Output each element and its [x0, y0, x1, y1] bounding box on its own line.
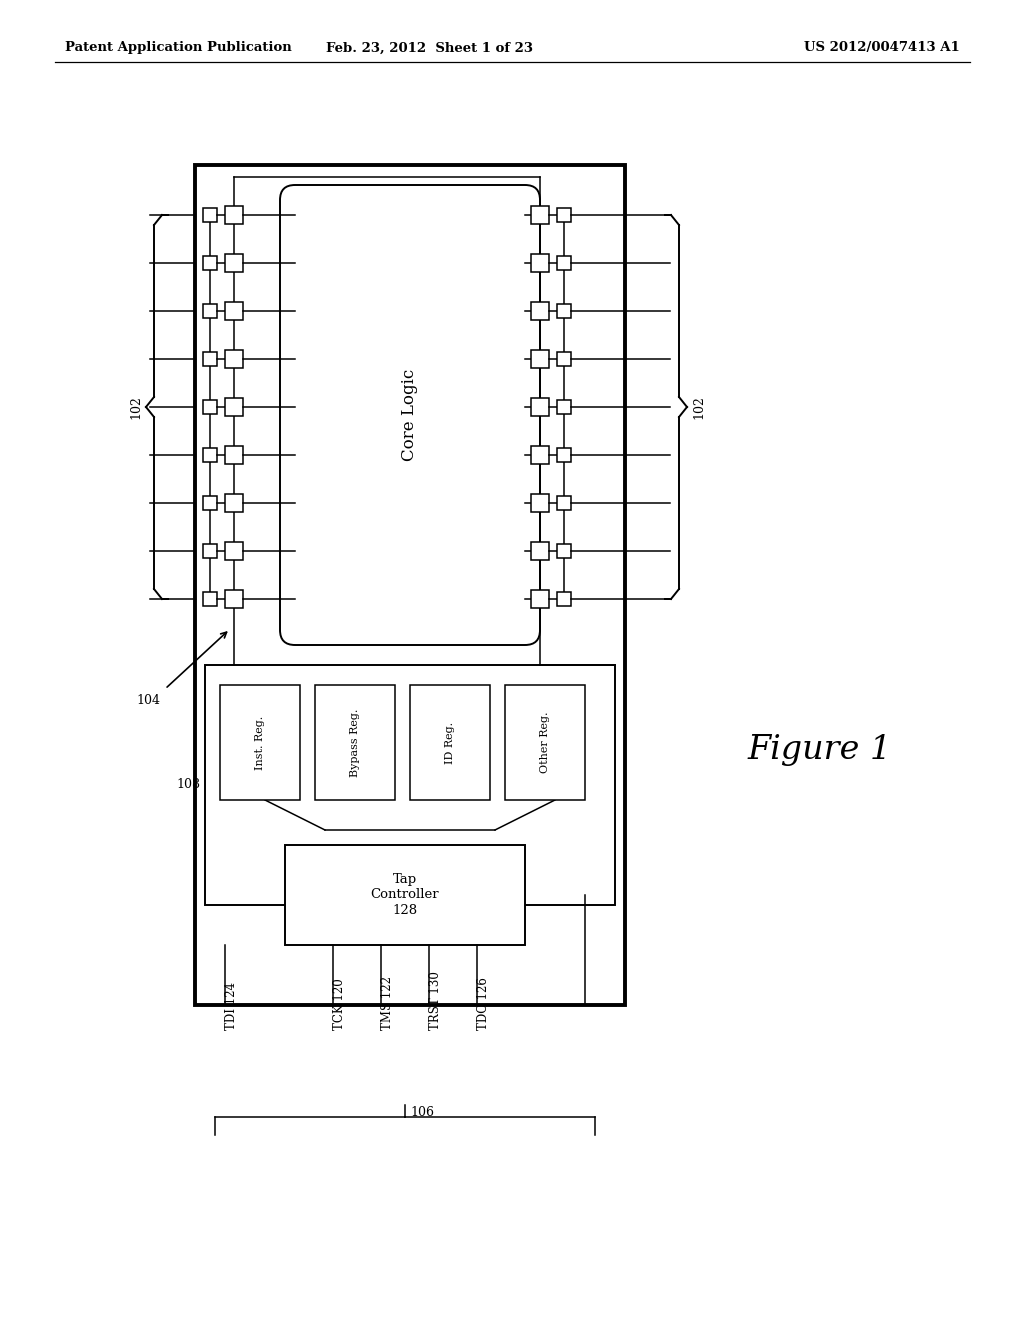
Bar [195, 165, 625, 1005]
Text: Tap
Controller
128: Tap Controller 128 [371, 874, 439, 916]
Bar [203, 304, 217, 318]
Bar [531, 350, 549, 368]
Bar [315, 685, 395, 800]
Text: 106: 106 [410, 1106, 434, 1118]
Text: TDI 124: TDI 124 [225, 982, 238, 1030]
Text: ID Reg.: ID Reg. [445, 722, 455, 763]
Bar [531, 399, 549, 416]
Bar [225, 494, 243, 512]
Text: TMS 122: TMS 122 [381, 975, 394, 1030]
Text: Figure 1: Figure 1 [748, 734, 892, 766]
Bar [557, 352, 571, 366]
Text: Inst. Reg.: Inst. Reg. [255, 715, 265, 770]
Bar [225, 350, 243, 368]
Bar [557, 400, 571, 414]
Text: US 2012/0047413 A1: US 2012/0047413 A1 [804, 41, 961, 54]
Bar [203, 447, 217, 462]
Bar [203, 544, 217, 558]
Bar [203, 209, 217, 222]
Bar [557, 304, 571, 318]
Bar [557, 496, 571, 510]
Text: 108: 108 [176, 779, 200, 792]
Bar [225, 302, 243, 319]
Bar [225, 399, 243, 416]
Bar [225, 590, 243, 609]
Bar [531, 206, 549, 224]
Bar [531, 302, 549, 319]
Bar [505, 685, 585, 800]
Bar [205, 665, 615, 906]
Text: 104: 104 [136, 694, 160, 708]
Bar [225, 543, 243, 560]
Bar [203, 352, 217, 366]
Bar [225, 206, 243, 224]
FancyBboxPatch shape [280, 185, 540, 645]
Bar [531, 494, 549, 512]
Text: 102: 102 [129, 395, 142, 418]
Bar [531, 253, 549, 272]
Bar [203, 591, 217, 606]
Bar [531, 543, 549, 560]
Bar [557, 591, 571, 606]
Text: Patent Application Publication: Patent Application Publication [65, 41, 292, 54]
Bar [531, 590, 549, 609]
Bar [285, 845, 525, 945]
Bar [557, 447, 571, 462]
Text: TRST 130: TRST 130 [429, 972, 442, 1030]
Text: Core Logic: Core Logic [401, 368, 419, 461]
Bar [557, 544, 571, 558]
Bar [225, 446, 243, 465]
Text: 102: 102 [692, 395, 706, 418]
Text: TDO 126: TDO 126 [477, 977, 490, 1030]
Bar [203, 400, 217, 414]
Bar [531, 446, 549, 465]
Text: Feb. 23, 2012  Sheet 1 of 23: Feb. 23, 2012 Sheet 1 of 23 [327, 41, 534, 54]
Bar [557, 256, 571, 271]
Bar [557, 209, 571, 222]
Text: Bypass Reg.: Bypass Reg. [350, 709, 360, 776]
Bar [225, 253, 243, 272]
Text: Other Reg.: Other Reg. [540, 711, 550, 774]
Bar [220, 685, 300, 800]
Bar [203, 496, 217, 510]
Bar [203, 256, 217, 271]
Text: TCK 120: TCK 120 [333, 978, 346, 1030]
Bar [410, 685, 490, 800]
